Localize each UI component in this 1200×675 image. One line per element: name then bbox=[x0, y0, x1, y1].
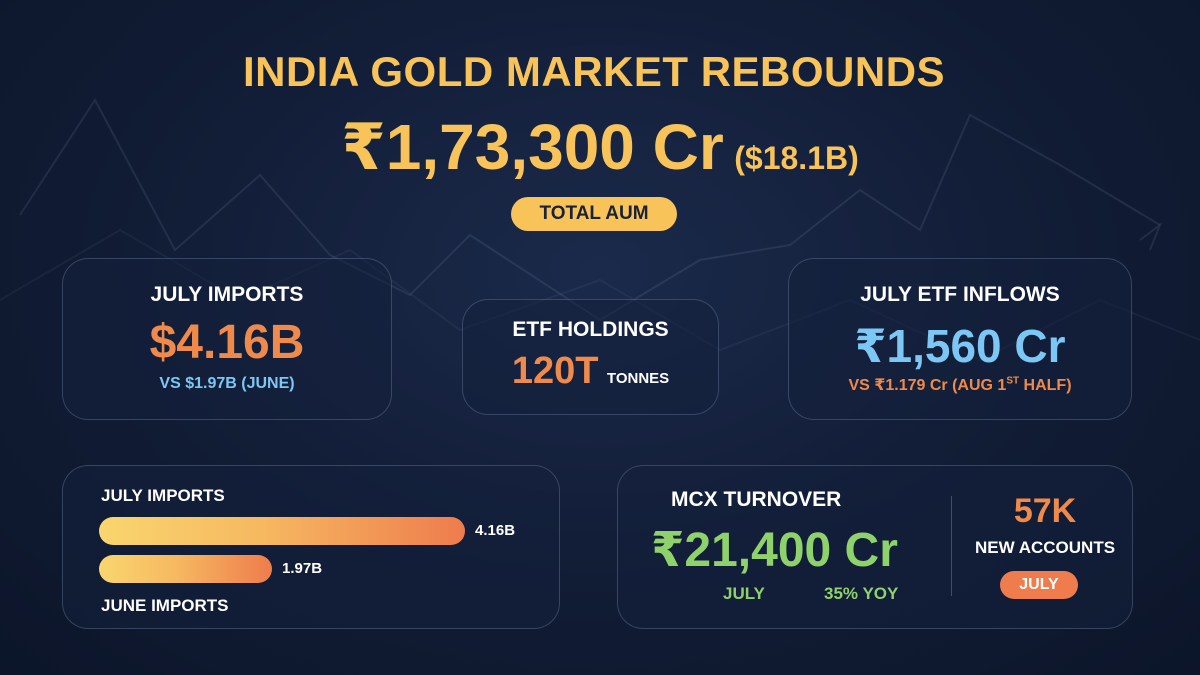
etf-inflows-compare-prefix: VS ₹1.179 Cr (AUG 1 bbox=[848, 377, 1007, 394]
mcx-card: MCX TURNOVER ₹21,400 Cr JULY 35% YOY 57K… bbox=[617, 465, 1133, 629]
mcx-period: JULY bbox=[723, 584, 765, 603]
total-aum-value: ₹1,73,300 Cr bbox=[341, 111, 724, 183]
total-aum-usd: ($18.1B) bbox=[734, 140, 859, 176]
etf-holdings-card: ETF HOLDINGS 120T TONNES bbox=[462, 299, 719, 415]
bar-category-label-june: JUNE IMPORTS bbox=[101, 596, 229, 615]
july-imports-card: JULY IMPORTS $4.16B VS $1.97B (JUNE) bbox=[62, 258, 392, 420]
bar-value-label-june: 1.97B bbox=[282, 560, 323, 577]
page-title: INDIA GOLD MARKET REBOUNDS bbox=[242, 48, 946, 95]
july-imports-label: JULY IMPORTS bbox=[150, 283, 304, 306]
etf-holdings-row: 120T TONNES bbox=[463, 350, 718, 393]
bar-july-imports bbox=[99, 517, 465, 545]
mcx-divider bbox=[951, 496, 952, 596]
bar-category-label-july: JULY IMPORTS bbox=[101, 486, 225, 505]
new-accounts-label: NEW ACCOUNTS bbox=[974, 538, 1116, 557]
bar-value-label-july: 4.16B bbox=[475, 522, 516, 539]
mcx-value: ₹21,400 Cr bbox=[651, 524, 898, 577]
total-aum-badge: TOTAL AUM bbox=[511, 197, 677, 231]
etf-inflows-label: JULY ETF INFLOWS bbox=[860, 283, 1060, 306]
etf-inflows-value: ₹1,560 Cr bbox=[854, 320, 1066, 372]
imports-chart-card: JULY IMPORTS 4.16B 1.97B JUNE IMPORTS bbox=[62, 465, 560, 629]
etf-holdings-label: ETF HOLDINGS bbox=[512, 318, 669, 341]
etf-holdings-unit: TONNES bbox=[606, 370, 670, 387]
july-imports-value: $4.16B bbox=[149, 316, 305, 369]
etf-inflows-compare: VS ₹1.179 Cr (AUG 1ST HALF) bbox=[789, 375, 1131, 395]
july-imports-compare: VS $1.97B (JUNE) bbox=[159, 375, 295, 392]
etf-holdings-value: 120T bbox=[511, 350, 599, 392]
etf-inflows-compare-suffix: HALF) bbox=[1019, 377, 1072, 394]
new-accounts-period-badge: JULY bbox=[1000, 571, 1078, 599]
mcx-label: MCX TURNOVER bbox=[671, 488, 842, 511]
total-aum-row: ₹1,73,300 Cr ($18.1B) bbox=[0, 110, 1200, 185]
bar-june-imports bbox=[99, 555, 272, 583]
etf-inflows-compare-sup: ST bbox=[1006, 375, 1020, 387]
new-accounts-value: 57K bbox=[1013, 492, 1077, 530]
mcx-growth: 35% YOY bbox=[824, 584, 899, 603]
etf-inflows-card: JULY ETF INFLOWS ₹1,560 Cr VS ₹1.179 Cr … bbox=[788, 258, 1132, 420]
